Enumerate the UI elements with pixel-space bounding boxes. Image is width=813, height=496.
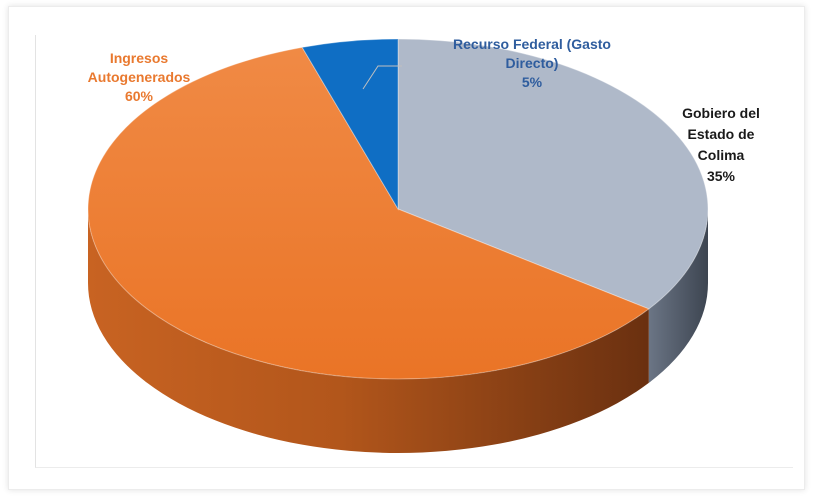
pie-slice-2 xyxy=(301,38,399,211)
pie-slice-1 xyxy=(87,46,650,380)
slice-label-line: Ingresos xyxy=(110,50,169,66)
slice-percent-2: 5% xyxy=(522,74,543,90)
plot-area xyxy=(35,35,793,468)
slice-label-line: Gobiero del xyxy=(682,105,760,121)
pie-side-0 xyxy=(648,209,708,383)
slice-label-line: Colima xyxy=(698,147,745,163)
leader-lines xyxy=(362,65,402,90)
pie-slice-0 xyxy=(397,38,709,310)
slice-label-line: Estado de xyxy=(688,126,755,142)
slice-percent-0: 35% xyxy=(707,168,736,184)
pie-sides xyxy=(88,209,708,453)
slice-label-line: Recurso Federal (Gasto xyxy=(453,36,611,52)
slice-percent-1: 60% xyxy=(125,88,154,104)
slice-label-line: Autogenerados xyxy=(88,69,191,85)
slice-label-0: Gobiero del Estado de Colima 35% xyxy=(682,105,760,184)
pie-side-1 xyxy=(88,209,649,453)
pie-tops xyxy=(87,38,709,380)
slice-label-line: Directo) xyxy=(506,55,559,71)
slice-label-1: Ingresos Autogenerados 60% xyxy=(88,50,191,104)
leader-line-2 xyxy=(362,65,402,90)
slice-label-2: Recurso Federal (Gasto Directo) 5% xyxy=(453,36,611,90)
slice-labels: Gobiero del Estado de Colima 35% Ingresos Aut… xyxy=(88,36,760,184)
